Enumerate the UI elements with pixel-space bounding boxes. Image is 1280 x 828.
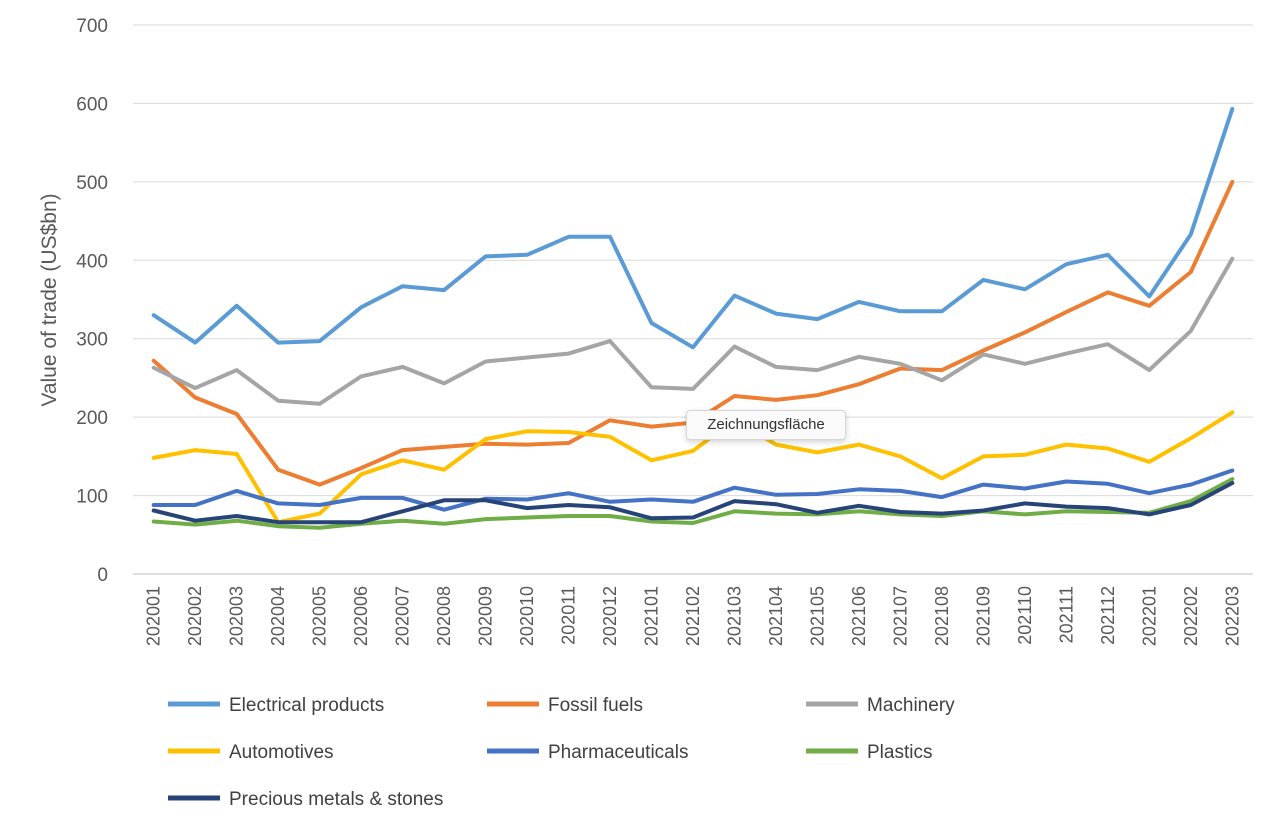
x-tick-label: 202010 <box>517 586 537 646</box>
y-tick-label: 700 <box>76 16 108 37</box>
y-tick-label: 500 <box>76 173 108 194</box>
y-tick-label: 600 <box>76 94 108 115</box>
x-tick-label: 202201 <box>1139 586 1159 646</box>
plot-area-tooltip: Zeichnungsfläche <box>686 410 846 440</box>
gridlines <box>133 24 1253 575</box>
x-tick-label: 202106 <box>849 586 869 646</box>
x-tick-label: 202104 <box>766 586 786 646</box>
y-tick-label: 400 <box>76 251 108 272</box>
legend-label-machinery: Machinery <box>867 695 955 716</box>
x-tick-label: 202005 <box>310 586 330 646</box>
y-tick-label: 100 <box>76 487 108 508</box>
x-axis-ticks: 202001 202002 202003 202004 202005 202006 2020… <box>144 586 1243 646</box>
y-axis-ticks: 0 100 200 300 400 500 600 700 <box>76 16 108 586</box>
series-lines <box>151 106 1235 530</box>
x-tick-label: 202006 <box>351 586 371 646</box>
x-tick-label: 202008 <box>434 586 454 646</box>
legend-label-plastics: Plastics <box>867 742 932 763</box>
legend-label-fossil-fuels: Fossil fuels <box>548 695 643 716</box>
x-tick-label: 202112 <box>1098 586 1118 645</box>
series-line-precious-metals-stones <box>151 481 1235 525</box>
series-line-automotives <box>151 410 1235 525</box>
x-tick-label: 202109 <box>973 586 993 646</box>
legend: Electrical products Fossil fuels Machinery… <box>168 695 955 810</box>
x-tick-label: 202102 <box>683 586 703 646</box>
x-tick-label: 202110 <box>1015 586 1035 645</box>
y-tick-label: 200 <box>76 408 108 429</box>
x-tick-label: 202001 <box>144 586 164 646</box>
x-tick-label: 202012 <box>600 586 620 646</box>
x-tick-label: 202107 <box>890 586 910 646</box>
x-tick-label: 202105 <box>807 586 827 646</box>
x-tick-label: 202202 <box>1181 586 1201 646</box>
series-line-plastics <box>151 477 1235 530</box>
x-tick-label: 202003 <box>227 586 247 646</box>
x-tick-label: 202011 <box>559 586 579 645</box>
legend-label-automotives: Automotives <box>229 742 334 763</box>
x-tick-label: 202108 <box>932 586 952 646</box>
x-tick-label: 202002 <box>185 586 205 646</box>
x-tick-label: 202103 <box>724 586 744 646</box>
series-line-machinery <box>151 256 1235 406</box>
series-line-pharmaceuticals <box>151 468 1235 512</box>
x-tick-label: 202007 <box>393 586 413 646</box>
legend-label-electrical-products: Electrical products <box>229 695 384 716</box>
legend-label-precious-metals-stones: Precious metals & stones <box>229 789 443 810</box>
x-tick-label: 202004 <box>268 586 288 646</box>
x-tick-label: 202203 <box>1222 586 1242 646</box>
y-axis-title: Value of trade (US$bn) <box>38 193 61 406</box>
x-tick-label: 202009 <box>476 586 496 646</box>
legend-label-pharmaceuticals: Pharmaceuticals <box>548 742 688 763</box>
y-tick-label: 0 <box>97 565 108 586</box>
y-tick-label: 300 <box>76 330 108 351</box>
series-line-electrical-products <box>151 106 1235 350</box>
x-tick-label: 202111 <box>1056 586 1076 643</box>
x-tick-label: 202101 <box>642 586 662 646</box>
